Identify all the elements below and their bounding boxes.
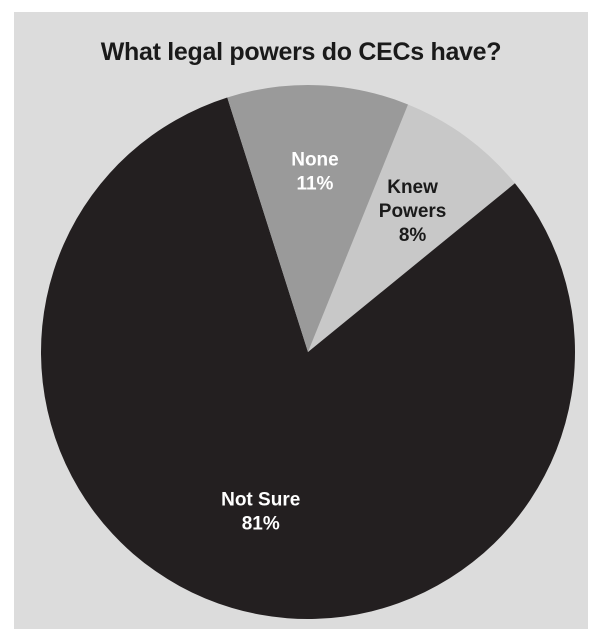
pie-slice-none (227, 84, 409, 352)
slice-label-group: Knew Powers 8% (379, 177, 447, 246)
slice-label-group: None 11% (291, 150, 339, 195)
pie-slice-not-sure (40, 97, 575, 619)
slice-name-label: Powers (379, 201, 447, 222)
chart-title: What legal powers do CECs have? (100, 38, 502, 66)
slice-name-label: Knew (387, 177, 438, 198)
slice-percent-label: 11% (296, 174, 333, 195)
slice-name-label: None (291, 150, 339, 171)
slice-name-label: Not Sure (221, 490, 300, 511)
chart-panel: What legal powers do CECs have? Knew Powe… (14, 12, 588, 629)
slice-percent-label: 8% (399, 225, 427, 246)
pie-slice-knew-powers (308, 104, 515, 352)
slice-label-group: Not Sure 81% (221, 490, 300, 535)
slice-percent-label: 81% (242, 514, 280, 535)
pie-chart: Knew Powers 8% Not Sure 81% None 11% (40, 84, 575, 619)
